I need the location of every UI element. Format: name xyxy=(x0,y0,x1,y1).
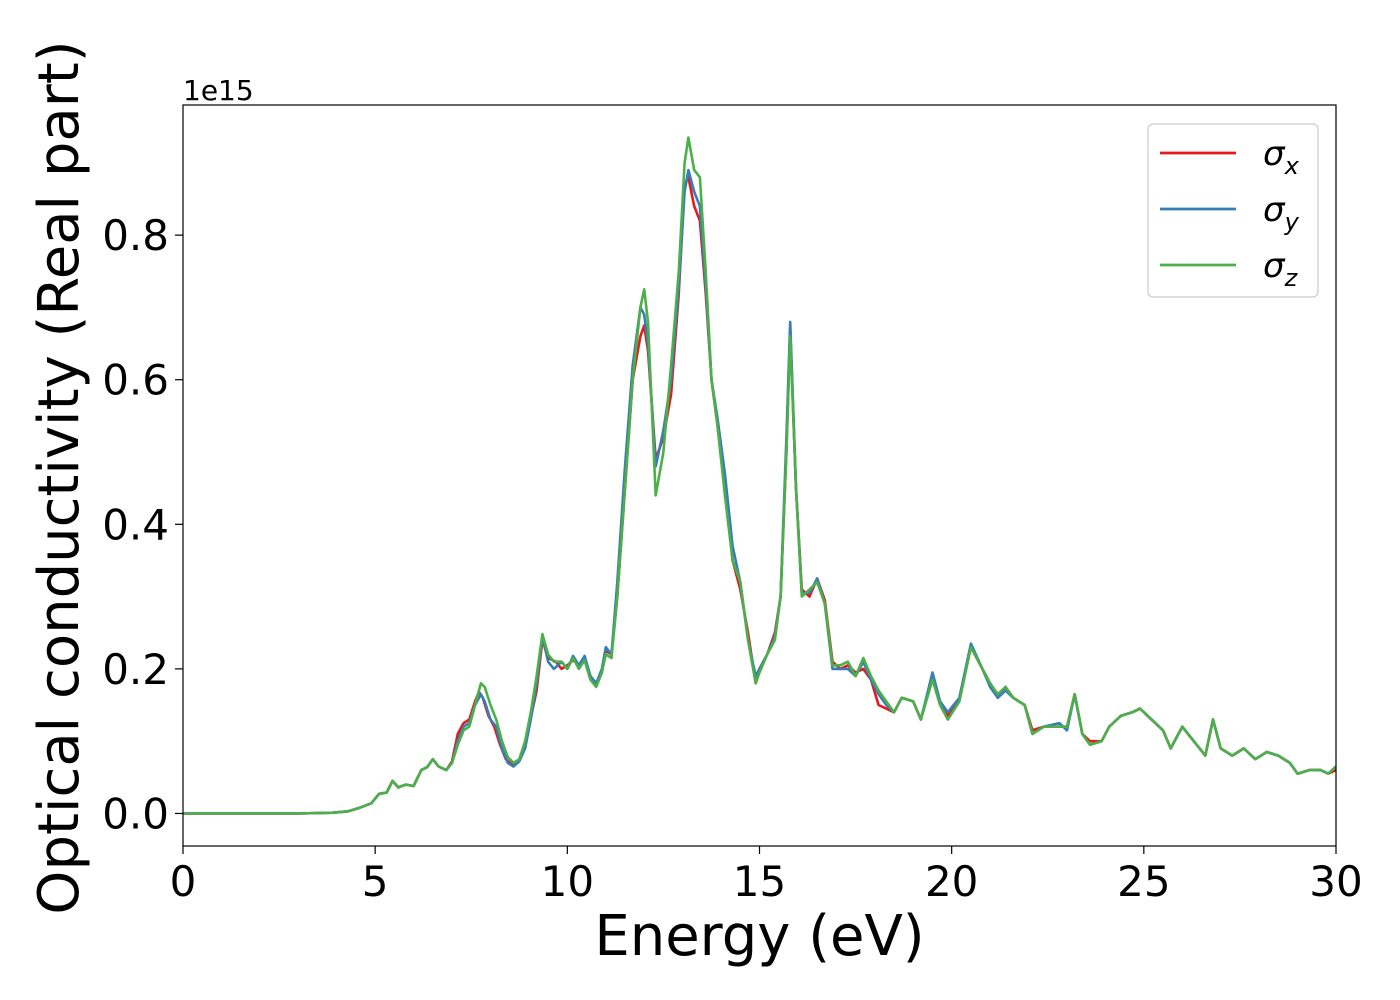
series-line-z xyxy=(183,136,1336,815)
series-layer xyxy=(183,136,1336,815)
y-tick-label: 0.0 xyxy=(102,789,169,838)
legend-box xyxy=(1147,123,1319,298)
x-tick-label: 15 xyxy=(733,857,786,906)
x-axis-title: Energy (eV) xyxy=(594,904,924,969)
y-tick-label: 0.2 xyxy=(102,645,169,694)
legend-label-z: σz xyxy=(1263,246,1299,292)
y-tick-label: 0.4 xyxy=(102,500,169,549)
y-axis-ticks: 0.0 0.2 0.4 0.6 0.8 xyxy=(102,211,183,838)
legend: σx σy σz xyxy=(1147,123,1319,298)
x-tick-label: 5 xyxy=(362,857,389,906)
x-tick-label: 20 xyxy=(925,857,978,906)
x-tick-label: 10 xyxy=(541,857,594,906)
x-tick-label: 0 xyxy=(170,857,197,906)
x-tick-label: 25 xyxy=(1117,857,1170,906)
y-tick-label: 0.8 xyxy=(102,211,169,260)
legend-label-x: σx xyxy=(1263,134,1300,180)
legend-label-y: σy xyxy=(1263,190,1300,236)
y-axis-title: Optical conductivity (Real part) xyxy=(27,40,92,914)
y-offset-text: 1e15 xyxy=(183,74,254,107)
y-tick-label: 0.6 xyxy=(102,356,169,405)
x-axis-ticks: 0 5 10 15 20 25 30 xyxy=(170,846,1363,906)
x-tick-label: 30 xyxy=(1309,857,1362,906)
